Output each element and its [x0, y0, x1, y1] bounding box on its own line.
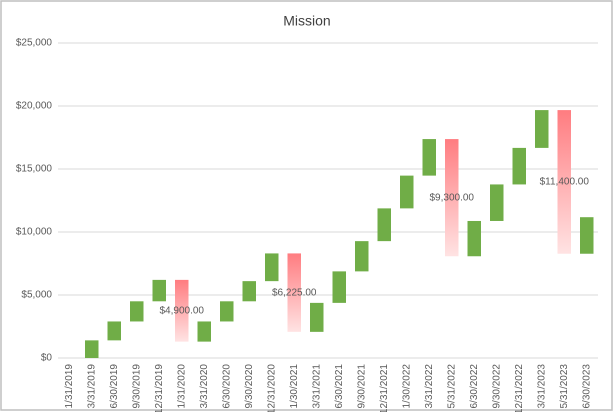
bar — [467, 220, 481, 257]
y-tick-label: $20,000 — [16, 101, 53, 112]
x-tick-label: 12/31/2020 — [266, 364, 277, 412]
x-tick-label: 12/31/2019 — [154, 364, 165, 412]
data-label: $11,400.00 — [540, 177, 590, 188]
x-tick-label: 9/30/2021 — [356, 364, 367, 409]
bar — [220, 301, 234, 322]
bar — [287, 253, 301, 332]
bar — [175, 279, 189, 342]
y-tick-label: $25,000 — [16, 38, 53, 49]
bar — [130, 301, 144, 322]
bar — [265, 253, 279, 282]
x-tick-label: 5/31/2023 — [559, 364, 570, 409]
bar — [490, 184, 504, 221]
bar — [332, 271, 346, 303]
x-tick-label: 6/30/2023 — [581, 364, 592, 409]
bar — [310, 302, 324, 332]
x-tick-label: 6/30/2020 — [221, 364, 232, 409]
bar — [445, 139, 459, 257]
x-tick-label: 9/30/2022 — [491, 364, 502, 409]
x-tick-label: 9/30/2020 — [244, 364, 255, 409]
bar — [152, 279, 166, 302]
x-tick-label: 12/31/2021 — [379, 364, 390, 412]
chart-title: Mission — [283, 13, 330, 29]
y-tick-label: $10,000 — [16, 227, 53, 238]
x-tick-label: 1/31/2020 — [176, 364, 187, 409]
x-tick-label: 3/31/2022 — [424, 364, 435, 409]
y-tick-label: $0 — [41, 353, 53, 364]
bar — [512, 147, 526, 185]
x-tick-label: 3/31/2019 — [86, 364, 97, 409]
x-tick-label: 12/31/2022 — [514, 364, 525, 412]
data-label: $6,225.00 — [272, 287, 317, 298]
x-tick-label: 1/31/2019 — [64, 364, 75, 409]
x-tick-label: 6/30/2019 — [109, 364, 120, 409]
x-tick-label: 1/30/2022 — [401, 364, 412, 409]
bar — [107, 321, 121, 341]
bar — [535, 110, 549, 148]
bar — [422, 139, 436, 176]
x-tick-label: 3/31/2023 — [536, 364, 547, 409]
y-tick-label: $15,000 — [16, 164, 53, 175]
bar — [85, 340, 99, 358]
x-tick-label: 3/31/2020 — [199, 364, 210, 409]
data-label: $4,900.00 — [160, 305, 205, 316]
bar — [557, 110, 571, 254]
x-tick-label: 5/31/2022 — [446, 364, 457, 409]
bar — [355, 241, 369, 272]
x-tick-label: 6/30/2022 — [469, 364, 480, 409]
data-label: $9,300.00 — [430, 192, 475, 203]
bar — [197, 321, 211, 342]
x-tick-label: 9/30/2019 — [131, 364, 142, 409]
bar — [242, 281, 256, 302]
bar — [400, 175, 414, 209]
y-tick-label: $5,000 — [21, 290, 52, 301]
x-tick-label: 1/30/2021 — [289, 364, 300, 409]
x-tick-label: 6/30/2021 — [334, 364, 345, 409]
x-tick-label: 3/31/2021 — [311, 364, 322, 409]
bar — [377, 208, 391, 242]
bar — [580, 217, 594, 254]
